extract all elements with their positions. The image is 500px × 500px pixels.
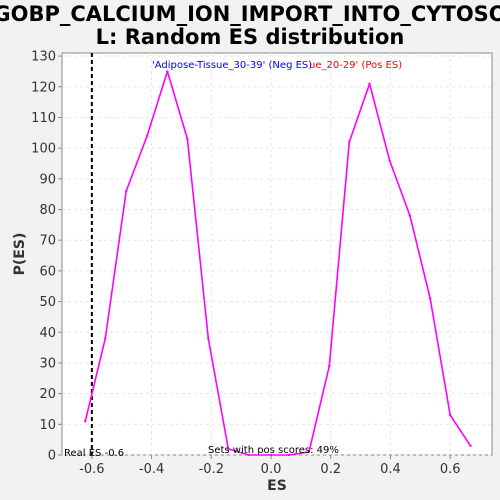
y-tick-label: 20 <box>39 387 56 402</box>
y-tick-label: 70 <box>39 234 56 249</box>
x-tick-label: -0.2 <box>199 462 224 477</box>
y-tick-label: 0 <box>48 449 56 464</box>
data-point <box>408 214 412 217</box>
data-point <box>207 337 210 340</box>
data-point <box>166 70 169 73</box>
neg-es-annotation: 'Adipose-Tissue_30-39' (Neg ES) <box>152 60 312 71</box>
y-tick-label: 30 <box>39 356 56 371</box>
data-point <box>84 420 87 423</box>
data-point <box>448 413 452 417</box>
x-axis-ticks: -0.6 -0.4 -0.2 0.0 0.2 0.4 0.6 <box>79 455 461 477</box>
x-tick-label: -0.4 <box>139 462 164 477</box>
data-point <box>328 364 331 368</box>
data-point <box>287 453 291 457</box>
x-tick-label: 0.4 <box>380 462 401 477</box>
data-point <box>125 189 128 193</box>
x-tick-label: 0.2 <box>320 462 341 477</box>
chart-title-line-2: L: Random ES distribution <box>96 25 405 49</box>
data-point <box>227 447 230 451</box>
series-points <box>84 70 472 457</box>
data-point <box>348 140 351 144</box>
y-tick-label: 130 <box>31 50 56 65</box>
data-point <box>307 450 311 454</box>
plot-area <box>61 52 493 456</box>
y-tick-label: 80 <box>39 203 56 218</box>
y-axis-ticks: 0 10 20 30 40 50 60 70 80 90 100 110 120 130 <box>31 50 62 464</box>
y-tick-label: 120 <box>31 80 56 95</box>
sets-with-pos-scores-annotation: Sets with pos scores: 49% <box>208 445 339 456</box>
data-point <box>368 82 371 85</box>
x-axis-label: ES <box>267 478 287 494</box>
y-tick-label: 10 <box>39 418 56 433</box>
y-tick-label: 60 <box>39 264 56 279</box>
y-axis-label: P(ES) <box>12 233 28 276</box>
y-tick-label: 50 <box>39 295 56 310</box>
data-point <box>186 137 189 141</box>
x-tick-label: -0.6 <box>79 462 104 477</box>
data-point <box>104 337 107 340</box>
y-tick-label: 100 <box>31 142 56 157</box>
y-tick-label: 40 <box>39 326 56 341</box>
pos-es-annotation: ue_20-29' (Pos ES) <box>309 60 402 71</box>
data-point <box>269 453 273 457</box>
real-es-annotation: Real ES -0.6 <box>64 448 124 459</box>
data-point <box>469 444 472 447</box>
data-point <box>247 453 250 457</box>
y-tick-label: 110 <box>31 111 56 126</box>
data-point <box>428 297 432 300</box>
y-tick-label: 90 <box>39 172 56 187</box>
series-line <box>84 70 472 456</box>
data-point <box>145 134 149 138</box>
chart-title-line-1: GOBP_CALCIUM_ION_IMPORT_INTO_CYTOSO <box>0 2 500 26</box>
x-tick-label: 0.0 <box>261 462 282 477</box>
data-point <box>388 159 391 162</box>
x-tick-label: 0.6 <box>440 462 461 477</box>
